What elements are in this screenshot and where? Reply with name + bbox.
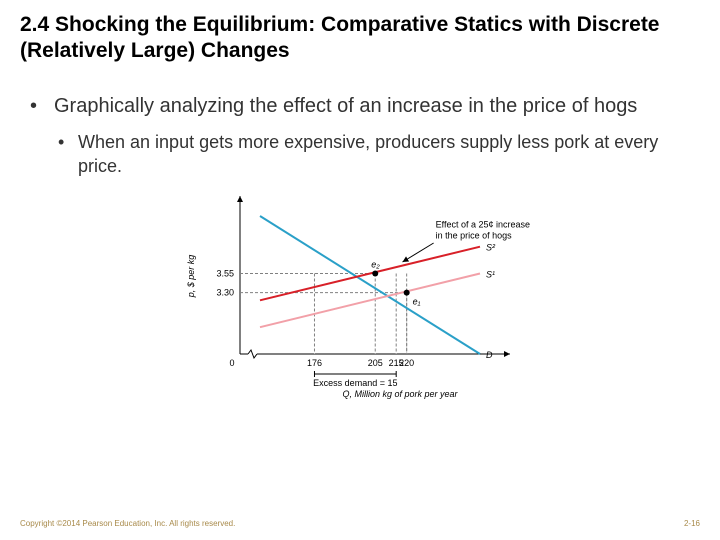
svg-text:Excess demand = 15: Excess demand = 15 [313, 378, 397, 388]
chart-container: p, $ per kg Q, Million kg of pork per yea… [0, 186, 720, 406]
svg-text:205: 205 [368, 358, 383, 368]
chart-svg: p, $ per kg Q, Million kg of pork per yea… [180, 186, 540, 401]
svg-text:220: 220 [399, 358, 414, 368]
svg-text:Q, Million kg of pork per year: Q, Million kg of pork per year [342, 389, 458, 399]
svg-text:3.30: 3.30 [216, 288, 234, 298]
svg-text:D: D [486, 350, 493, 360]
page-number: 2-16 [684, 519, 700, 528]
page-number-text: 2-16 [684, 519, 700, 528]
svg-text:Effect of a 25¢ increase: Effect of a 25¢ increase [436, 220, 530, 230]
slide-title-text: 2.4 Shocking the Equilibrium: Comparativ… [20, 13, 660, 62]
svg-text:e₂: e₂ [371, 260, 380, 270]
bullet-level-1: • Graphically analyzing the effect of an… [30, 93, 690, 120]
bullet-level-2: • When an input gets more expensive, pro… [58, 130, 690, 179]
svg-text:p, $ per kg: p, $ per kg [186, 255, 196, 299]
svg-text:e₁: e₁ [413, 297, 421, 307]
svg-text:in the price of hogs: in the price of hogs [436, 231, 513, 241]
footer-text: Copyright ©2014 Pearson Education, Inc. … [20, 519, 235, 528]
bullet-2-text: When an input gets more expensive, produ… [78, 130, 690, 179]
copyright-footer: Copyright ©2014 Pearson Education, Inc. … [20, 519, 235, 528]
svg-text:0: 0 [229, 358, 234, 368]
bullet-1-text: Graphically analyzing the effect of an i… [54, 93, 637, 120]
bullet-dot: • [58, 130, 78, 179]
svg-text:3.55: 3.55 [216, 269, 234, 279]
svg-text:S²: S² [486, 243, 496, 253]
slide-title: 2.4 Shocking the Equilibrium: Comparativ… [0, 0, 720, 75]
svg-text:S¹: S¹ [486, 270, 495, 280]
supply-demand-chart: p, $ per kg Q, Million kg of pork per yea… [180, 186, 540, 406]
svg-text:176: 176 [307, 358, 322, 368]
bullet-list: • Graphically analyzing the effect of an… [0, 75, 720, 179]
bullet-dot: • [30, 93, 54, 120]
